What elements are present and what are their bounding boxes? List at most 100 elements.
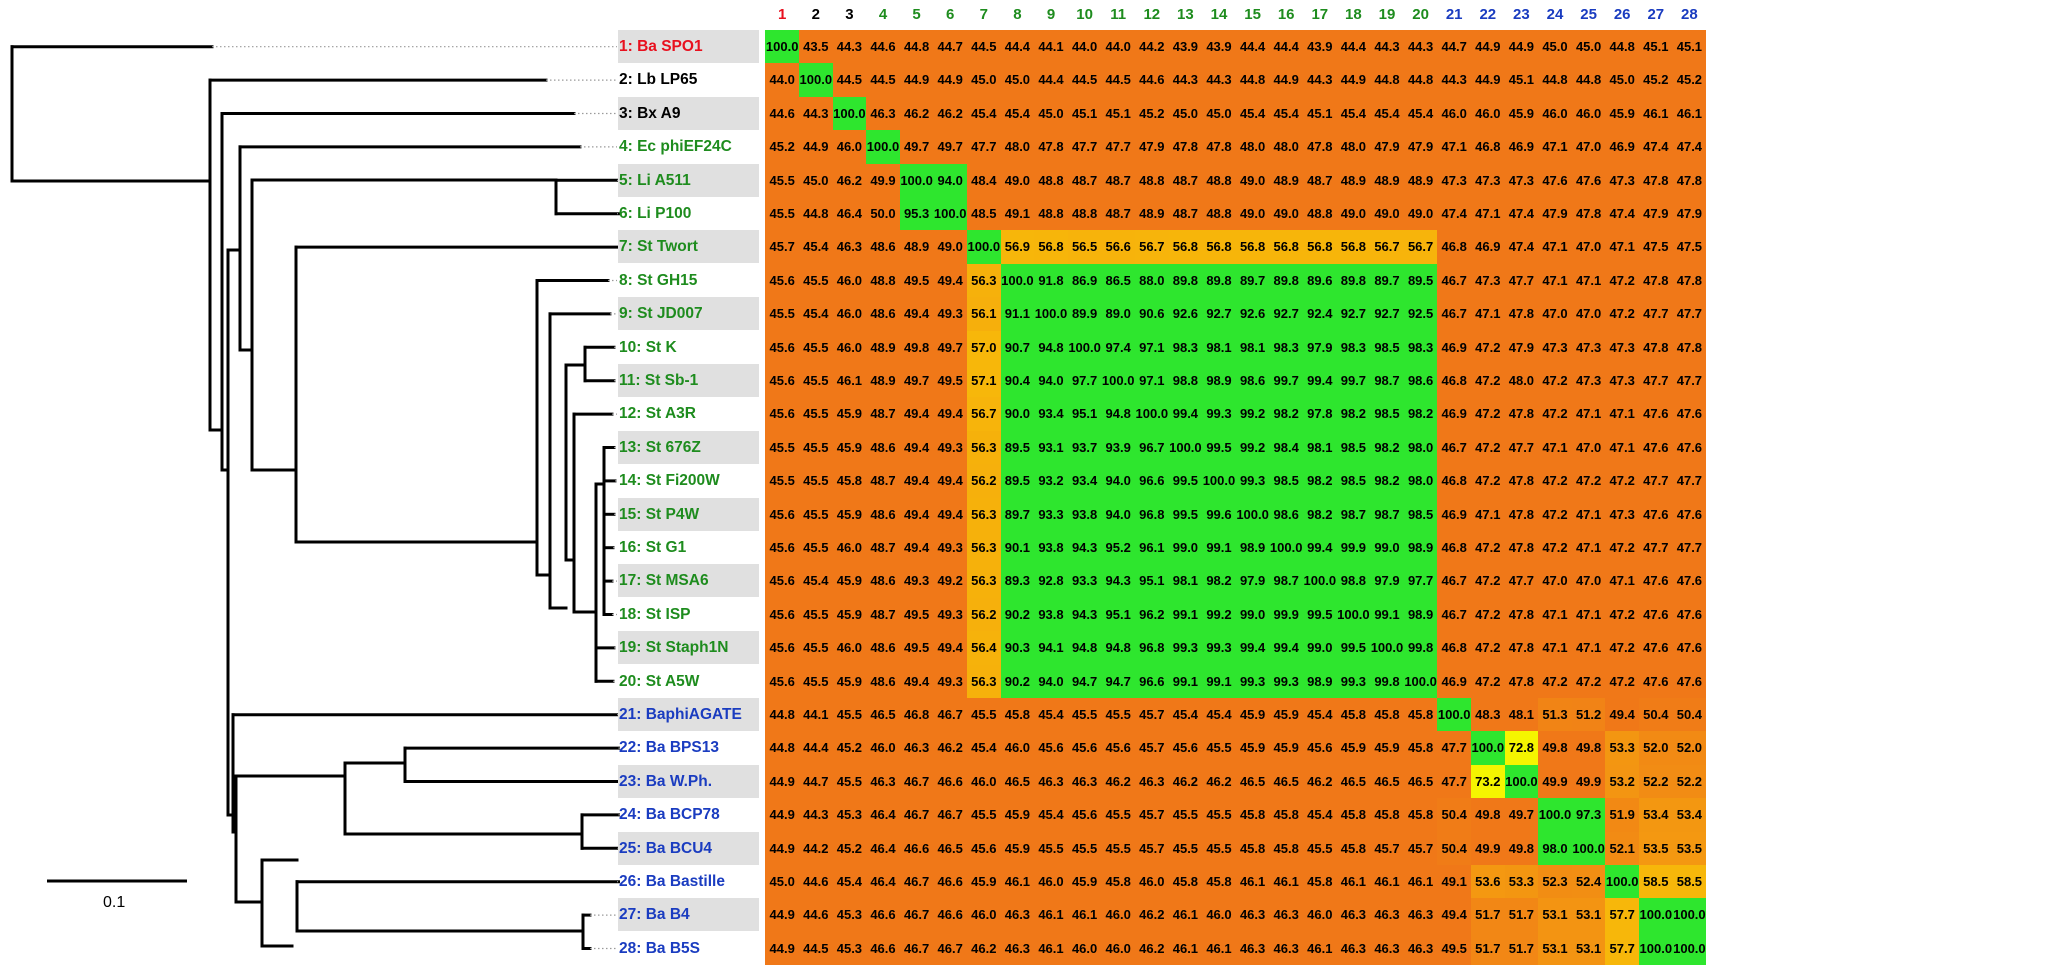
matrix-cell: 46.2 <box>1303 764 1337 799</box>
matrix-cell: 45.8 <box>1303 865 1337 899</box>
matrix-cell: 45.4 <box>1303 698 1337 732</box>
matrix-cell: 100.0 <box>967 230 1001 264</box>
matrix-cell: 45.6 <box>1034 731 1068 765</box>
matrix-cell: 45.6 <box>765 397 799 431</box>
matrix-cell: 97.9 <box>1303 330 1337 364</box>
matrix-cell: 49.8 <box>1504 831 1539 865</box>
matrix-cell: 53.5 <box>1639 831 1673 865</box>
matrix-cell: 47.7 <box>1504 263 1539 298</box>
matrix-cell: 47.1 <box>1571 631 1606 665</box>
matrix-cell: 48.0 <box>1336 130 1371 164</box>
matrix-cell: 93.3 <box>1034 497 1068 531</box>
taxon-label: 5: Li A511 <box>618 163 759 197</box>
matrix-cell: 45.2 <box>832 731 867 765</box>
matrix-cell: 47.8 <box>1168 130 1203 164</box>
matrix-cell: 44.2 <box>1135 30 1169 64</box>
matrix-cell: 45.4 <box>1303 798 1337 832</box>
matrix-cell: 99.5 <box>1303 597 1337 632</box>
matrix-cell: 47.1 <box>1571 597 1606 632</box>
matrix-cell: 47.7 <box>1101 130 1135 164</box>
matrix-cell: 47.1 <box>1605 230 1639 264</box>
matrix-cell: 47.8 <box>1672 263 1707 298</box>
taxon-label: 16: St G1 <box>619 539 687 556</box>
matrix-cell: 56.6 <box>1101 230 1135 264</box>
matrix-cell: 45.1 <box>1303 96 1337 131</box>
matrix-cell: 44.9 <box>1336 63 1371 97</box>
column-header: 16 <box>1277 6 1295 23</box>
matrix-cell: 89.8 <box>1168 263 1203 298</box>
matrix-cell: 99.5 <box>1202 430 1236 465</box>
column-header: 8 <box>1013 6 1022 23</box>
column-header: 14 <box>1210 6 1228 23</box>
matrix-cell: 49.7 <box>933 330 967 364</box>
matrix-cell: 47.2 <box>1605 464 1639 498</box>
matrix-cell: 48.8 <box>1034 163 1068 197</box>
matrix-cell: 47.3 <box>1471 163 1505 197</box>
matrix-cell: 47.2 <box>1471 330 1505 364</box>
matrix-cell: 47.3 <box>1571 330 1606 364</box>
column-header: 10 <box>1076 6 1093 23</box>
matrix-cell: 97.1 <box>1135 330 1169 364</box>
matrix-cell: 46.7 <box>899 931 934 966</box>
matrix-cell: 46.1 <box>1269 865 1303 899</box>
matrix-cell: 47.8 <box>1639 263 1673 298</box>
matrix-cell: 98.3 <box>1168 330 1203 364</box>
matrix-cell: 47.6 <box>1672 597 1707 632</box>
matrix-cell: 48.5 <box>967 197 1001 231</box>
matrix-cell: 44.8 <box>765 731 799 765</box>
matrix-cell: 99.1 <box>1202 664 1236 698</box>
matrix-cell: 45.7 <box>1370 831 1404 865</box>
matrix-cell: 45.9 <box>1504 96 1539 131</box>
matrix-cell: 98.8 <box>1168 364 1203 398</box>
matrix-cell: 47.7 <box>1437 731 1471 765</box>
matrix-cell: 46.9 <box>1437 330 1471 364</box>
column-header: 4 <box>878 6 888 23</box>
column-header: 24 <box>1546 6 1564 23</box>
matrix-cell: 46.8 <box>1437 631 1471 665</box>
matrix-cell: 45.4 <box>967 96 1001 131</box>
matrix-cell: 89.6 <box>1303 263 1337 298</box>
column-header: 3 <box>845 6 854 23</box>
matrix-cell: 47.4 <box>1672 130 1707 164</box>
matrix-cell: 44.6 <box>799 865 833 899</box>
matrix-cell: 45.3 <box>832 931 867 966</box>
matrix-cell: 45.0 <box>1000 63 1035 97</box>
column-header: 25 <box>1580 6 1597 23</box>
matrix-cell: 45.4 <box>1336 96 1371 131</box>
matrix-cell: 46.0 <box>866 731 900 765</box>
matrix-cell: 48.6 <box>866 230 900 264</box>
matrix-cell: 45.4 <box>1168 698 1203 732</box>
matrix-cell: 45.0 <box>765 865 799 899</box>
column-header: 26 <box>1613 6 1631 23</box>
matrix-cell: 46.7 <box>1437 297 1471 331</box>
matrix-cell: 51.7 <box>1504 931 1539 966</box>
matrix-cell: 93.7 <box>1067 430 1102 465</box>
matrix-cell: 98.3 <box>1403 330 1438 364</box>
matrix-cell: 98.5 <box>1370 397 1404 431</box>
matrix-cell: 47.6 <box>1672 664 1707 698</box>
column-header: 6 <box>946 6 955 23</box>
matrix-cell: 92.7 <box>1336 297 1371 331</box>
matrix-cell: 93.3 <box>1067 564 1102 598</box>
matrix-cell: 45.4 <box>832 865 867 899</box>
matrix-cell: 46.5 <box>1370 764 1404 799</box>
matrix-cell: 46.4 <box>866 831 900 865</box>
matrix-cell: 99.2 <box>1235 430 1270 465</box>
matrix-cell: 45.8 <box>1403 698 1438 732</box>
matrix-cell: 45.3 <box>832 898 867 932</box>
matrix-cell: 48.9 <box>866 330 900 364</box>
matrix-cell: 44.8 <box>899 30 934 64</box>
matrix-cell: 89.5 <box>1000 430 1035 465</box>
matrix-cell: 46.0 <box>832 531 867 565</box>
matrix-cell: 45.7 <box>1403 831 1438 865</box>
matrix-cell: 48.9 <box>1269 163 1303 197</box>
matrix-cell: 99.8 <box>1403 631 1438 665</box>
matrix-cell: 48.8 <box>1303 197 1337 231</box>
matrix-cell: 47.8 <box>1504 464 1539 498</box>
matrix-cell: 98.5 <box>1336 430 1371 465</box>
matrix-cell: 53.4 <box>1672 798 1707 832</box>
matrix-cell: 45.5 <box>765 163 799 197</box>
matrix-cell: 92.5 <box>1403 297 1438 331</box>
matrix-cell: 45.5 <box>1067 831 1102 865</box>
matrix-cell: 47.7 <box>1672 531 1707 565</box>
